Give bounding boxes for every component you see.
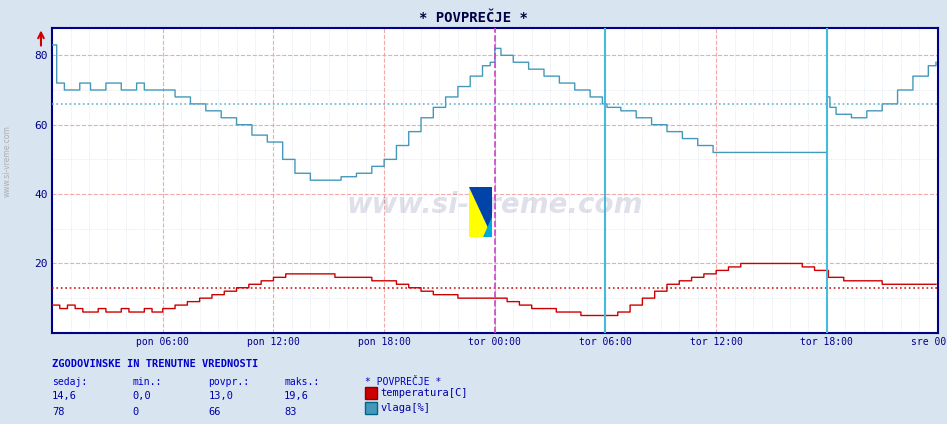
Text: 0: 0: [133, 407, 139, 417]
Text: 83: 83: [284, 407, 296, 417]
Polygon shape: [469, 187, 492, 237]
Text: povpr.:: povpr.:: [208, 377, 249, 387]
Text: 0,0: 0,0: [133, 391, 152, 402]
Text: * POVPREČJE *: * POVPREČJE *: [365, 377, 441, 387]
Text: 78: 78: [52, 407, 64, 417]
Text: * POVPREČJE *: * POVPREČJE *: [420, 11, 527, 25]
Text: 14,6: 14,6: [52, 391, 77, 402]
Text: 66: 66: [208, 407, 221, 417]
Text: maks.:: maks.:: [284, 377, 319, 387]
Polygon shape: [469, 187, 492, 237]
Text: min.:: min.:: [133, 377, 162, 387]
Text: 19,6: 19,6: [284, 391, 309, 402]
Polygon shape: [483, 217, 492, 237]
Text: 13,0: 13,0: [208, 391, 233, 402]
Text: temperatura[C]: temperatura[C]: [381, 388, 468, 398]
Text: www.si-vreme.com: www.si-vreme.com: [347, 191, 643, 219]
Text: vlaga[%]: vlaga[%]: [381, 403, 431, 413]
Text: www.si-vreme.com: www.si-vreme.com: [3, 125, 12, 197]
Text: ZGODOVINSKE IN TRENUTNE VREDNOSTI: ZGODOVINSKE IN TRENUTNE VREDNOSTI: [52, 359, 259, 369]
Text: sedaj:: sedaj:: [52, 377, 87, 387]
